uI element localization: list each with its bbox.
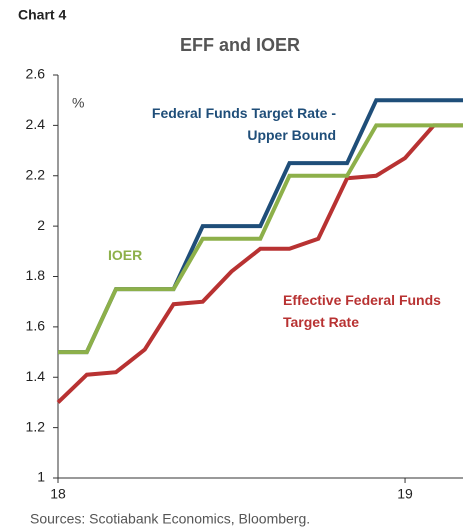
- y-tick-label: 1.6: [26, 318, 46, 334]
- y-tick-label: 2: [37, 217, 45, 233]
- y-unit: %: [72, 95, 84, 111]
- y-tick-label: 2.6: [26, 66, 46, 82]
- chart-title: EFF and IOER: [180, 35, 300, 55]
- series-line: [56, 123, 463, 404]
- annotation-ioer: IOER: [108, 247, 143, 263]
- y-tick-label: 2.4: [26, 116, 46, 132]
- y-tick-label: 1.8: [26, 267, 46, 283]
- annotation-eff: Effective Federal Funds Target Rate: [283, 292, 441, 330]
- x-tick-label: 18: [50, 486, 66, 502]
- y-tick-label: 2.2: [26, 166, 46, 182]
- y-tick-label: 1.4: [26, 368, 46, 384]
- annotation-upper-bound: Federal Funds Target Rate - Upper Bound: [151, 105, 336, 143]
- source: Sources: Scotiabank Economics, Bloomberg…: [30, 511, 310, 527]
- chart-label: Chart 4: [18, 7, 66, 23]
- y-tick-label: 1: [37, 469, 45, 485]
- series-line: [58, 123, 463, 355]
- x-tick-label: 19: [397, 486, 413, 502]
- y-tick-label: 1.2: [26, 418, 46, 434]
